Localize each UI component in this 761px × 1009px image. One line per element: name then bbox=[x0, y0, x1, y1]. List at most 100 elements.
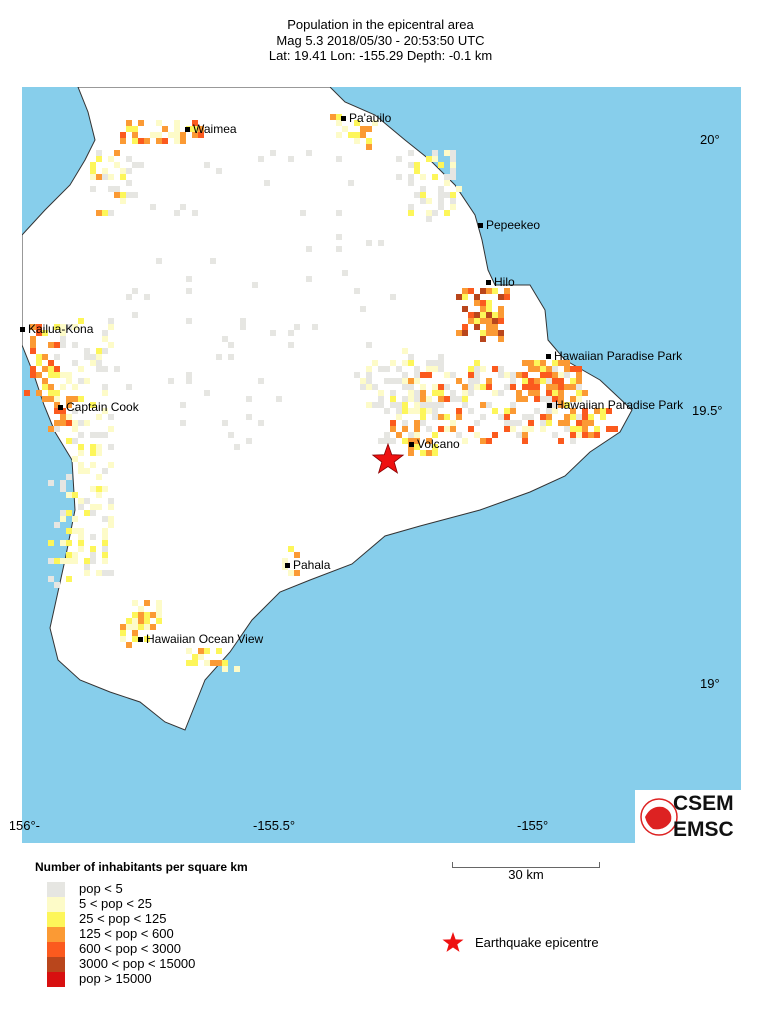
population-cell bbox=[216, 660, 222, 666]
population-cell bbox=[576, 372, 582, 378]
population-cell bbox=[414, 366, 420, 372]
population-cell bbox=[570, 378, 576, 384]
legend-swatch bbox=[47, 957, 65, 972]
city-name: Volcano bbox=[417, 437, 460, 451]
population-cell bbox=[288, 156, 294, 162]
legend-title: Number of inhabitants per square km bbox=[35, 860, 248, 874]
population-cell bbox=[402, 348, 408, 354]
population-cell bbox=[258, 378, 264, 384]
population-cell bbox=[66, 378, 72, 384]
population-cell bbox=[186, 648, 192, 654]
population-cell bbox=[480, 312, 486, 318]
population-cell bbox=[126, 642, 132, 648]
population-cell bbox=[126, 618, 132, 624]
population-cell bbox=[180, 204, 186, 210]
population-cell bbox=[114, 186, 120, 192]
population-cell bbox=[438, 354, 444, 360]
population-cell bbox=[492, 432, 498, 438]
population-cell bbox=[258, 156, 264, 162]
population-cell bbox=[492, 408, 498, 414]
population-cell bbox=[132, 600, 138, 606]
population-cell bbox=[54, 402, 60, 408]
population-cell bbox=[414, 378, 420, 384]
population-cell bbox=[102, 366, 108, 372]
population-cell bbox=[228, 342, 234, 348]
population-cell bbox=[96, 486, 102, 492]
population-cell bbox=[408, 438, 414, 444]
city-label: Hawaiian Paradise Park bbox=[546, 349, 682, 363]
population-cell bbox=[72, 426, 78, 432]
population-cell bbox=[564, 426, 570, 432]
population-cell bbox=[408, 408, 414, 414]
population-cell bbox=[60, 558, 66, 564]
population-cell bbox=[60, 516, 66, 522]
population-cell bbox=[546, 414, 552, 420]
population-cell bbox=[96, 156, 102, 162]
population-cell bbox=[552, 378, 558, 384]
population-cell bbox=[114, 192, 120, 198]
population-cell bbox=[240, 318, 246, 324]
population-cell bbox=[552, 390, 558, 396]
legend-swatch bbox=[47, 942, 65, 957]
population-cell bbox=[546, 384, 552, 390]
city-label: Waimea bbox=[185, 122, 237, 136]
population-cell bbox=[234, 444, 240, 450]
population-cell bbox=[510, 420, 516, 426]
population-cell bbox=[408, 354, 414, 360]
population-cell bbox=[42, 366, 48, 372]
population-cell bbox=[150, 624, 156, 630]
population-cell bbox=[486, 288, 492, 294]
population-cell bbox=[582, 408, 588, 414]
population-cell bbox=[570, 366, 576, 372]
population-cell bbox=[264, 180, 270, 186]
population-cell bbox=[486, 324, 492, 330]
population-cell bbox=[444, 210, 450, 216]
population-cell bbox=[336, 132, 342, 138]
population-cell bbox=[534, 396, 540, 402]
population-cell bbox=[354, 138, 360, 144]
population-cell bbox=[240, 324, 246, 330]
population-cell bbox=[522, 360, 528, 366]
population-cell bbox=[486, 300, 492, 306]
population-cell bbox=[474, 360, 480, 366]
population-cell bbox=[462, 330, 468, 336]
population-cell bbox=[498, 306, 504, 312]
population-cell bbox=[432, 360, 438, 366]
population-cell bbox=[564, 384, 570, 390]
population-cell bbox=[66, 492, 72, 498]
population-cell bbox=[456, 408, 462, 414]
population-cell bbox=[108, 156, 114, 162]
city-marker-icon bbox=[285, 563, 290, 569]
population-cell bbox=[54, 366, 60, 372]
population-cell bbox=[426, 426, 432, 432]
city-name: Kailua-Kona bbox=[28, 322, 94, 336]
population-cell bbox=[108, 498, 114, 504]
population-cell bbox=[42, 378, 48, 384]
population-cell bbox=[576, 378, 582, 384]
population-cell bbox=[558, 402, 564, 408]
population-cell bbox=[444, 180, 450, 186]
population-cell bbox=[72, 420, 78, 426]
population-cell bbox=[90, 162, 96, 168]
population-cell bbox=[426, 360, 432, 366]
population-cell bbox=[402, 378, 408, 384]
population-cell bbox=[498, 294, 504, 300]
population-cell bbox=[558, 384, 564, 390]
population-cell bbox=[102, 534, 108, 540]
population-cell bbox=[186, 378, 192, 384]
population-cell bbox=[186, 372, 192, 378]
lon-label-155: -155° bbox=[517, 818, 549, 833]
population-cell bbox=[66, 396, 72, 402]
population-cell bbox=[528, 426, 534, 432]
population-cell bbox=[576, 432, 582, 438]
population-cell bbox=[306, 246, 312, 252]
scale-bar bbox=[452, 862, 600, 868]
population-cell bbox=[84, 468, 90, 474]
population-cell bbox=[534, 360, 540, 366]
population-cell bbox=[186, 660, 192, 666]
population-cell bbox=[78, 450, 84, 456]
population-cell bbox=[102, 390, 108, 396]
population-cell bbox=[60, 408, 66, 414]
population-cell bbox=[66, 510, 72, 516]
population-cell bbox=[126, 624, 132, 630]
